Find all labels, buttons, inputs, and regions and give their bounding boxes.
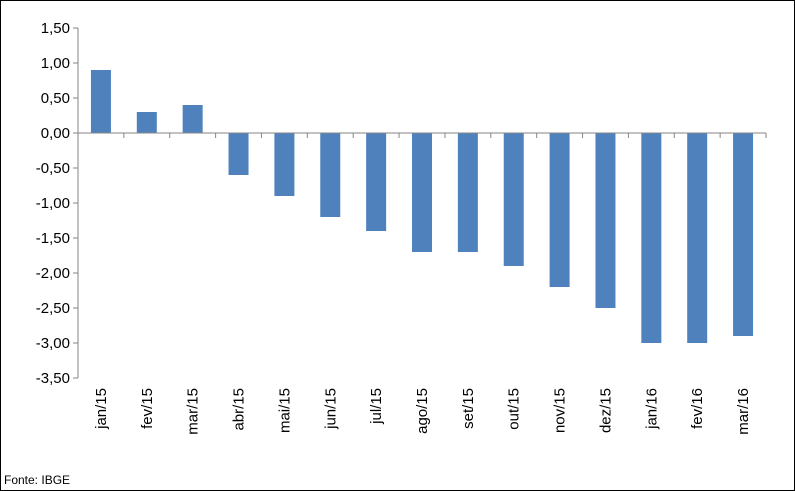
bar-ago-15 xyxy=(412,133,432,252)
bar-fev-16 xyxy=(687,133,707,343)
y-tick-label: 1,50 xyxy=(41,20,70,37)
y-axis: 1,50 1,00 0,50 0,00 -0,50 -1,00 -1,50 -2,00 -2,5… xyxy=(36,20,78,387)
y-tick-label: -3,50 xyxy=(36,370,70,387)
x-category-label: out/15 xyxy=(506,388,523,430)
bar-out-15 xyxy=(504,133,524,266)
bar-mar-15 xyxy=(183,105,203,133)
bar-jan-15 xyxy=(91,70,111,133)
bar-abr-15 xyxy=(229,133,249,175)
y-tick-label: -0,50 xyxy=(36,160,70,177)
bar-jan-16 xyxy=(641,133,661,343)
chart-frame: 1,50 1,00 0,50 0,00 -0,50 -1,00 -1,50 -2,00 -2,5… xyxy=(0,0,795,491)
bar-set-15 xyxy=(458,133,478,252)
y-tick-label: -2,50 xyxy=(36,300,70,317)
bars xyxy=(91,70,753,343)
x-category-label: jan/16 xyxy=(643,388,660,430)
source-note: Fonte: IBGE xyxy=(4,473,70,487)
bar-mar-16 xyxy=(733,133,753,336)
y-tick-label: 1,00 xyxy=(41,55,70,72)
x-category-label: jun/15 xyxy=(322,388,339,430)
y-tick-label: 0,00 xyxy=(41,125,70,142)
x-category-label: mar/16 xyxy=(735,388,752,435)
y-tick-label: 0,50 xyxy=(41,90,70,107)
bar-dez-15 xyxy=(595,133,615,308)
x-category-label: mai/15 xyxy=(276,388,293,433)
x-category-label: nov/15 xyxy=(552,388,569,433)
y-tick-label: -1,00 xyxy=(36,195,70,212)
x-category-label: fev/16 xyxy=(689,388,706,429)
y-tick-label: -2,00 xyxy=(36,265,70,282)
x-category-label: mar/15 xyxy=(185,388,202,435)
x-category-label: ago/15 xyxy=(414,388,431,434)
bar-jun-15 xyxy=(320,133,340,217)
x-category-label: abr/15 xyxy=(231,388,248,431)
x-category-label: jan/15 xyxy=(93,388,110,430)
y-tick-label: -3,00 xyxy=(36,335,70,352)
x-category-label: dez/15 xyxy=(597,388,614,433)
y-tick-label: -1,50 xyxy=(36,230,70,247)
bar-fev-15 xyxy=(137,112,157,133)
bar-jul-15 xyxy=(366,133,386,231)
bar-chart: 1,50 1,00 0,50 0,00 -0,50 -1,00 -1,50 -2,00 -2,5… xyxy=(1,1,795,471)
x-category-label: jul/15 xyxy=(368,388,385,425)
x-category-label: fev/15 xyxy=(139,388,156,429)
x-category-label: set/15 xyxy=(460,388,477,429)
bar-nov-15 xyxy=(550,133,570,287)
bar-mai-15 xyxy=(274,133,294,196)
